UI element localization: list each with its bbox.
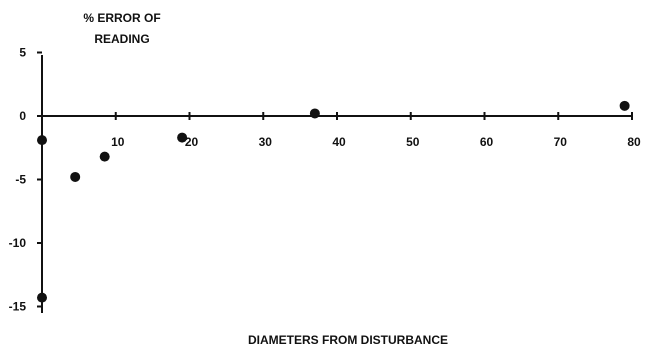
x-tick-label: 50 <box>406 135 420 149</box>
data-point <box>619 100 630 111</box>
data-point <box>99 151 110 162</box>
x-tick-label: 60 <box>480 135 494 149</box>
data-point <box>37 135 47 146</box>
x-tick-label: 80 <box>627 135 641 149</box>
x-tick-label: 10 <box>111 135 125 149</box>
x-axis-title: DIAMETERS FROM DISTURBANCE <box>248 333 448 347</box>
y-axis-ticks: 5 0 -5 -10 -15 <box>9 46 42 314</box>
y-tick-label: 0 <box>19 109 26 123</box>
y-axis-title-line-2: READING <box>94 32 149 46</box>
x-tick-label: 20 <box>185 135 199 149</box>
x-tick-label: 70 <box>554 135 568 149</box>
x-tick-label: 40 <box>332 135 346 149</box>
y-tick-label: -5 <box>15 173 26 187</box>
y-tick-label: -15 <box>9 300 27 314</box>
data-points <box>37 100 630 303</box>
y-tick-label: 5 <box>19 46 26 60</box>
y-tick-label: -10 <box>9 236 27 250</box>
data-point <box>37 292 47 303</box>
x-tick-label: 30 <box>259 135 273 149</box>
data-point <box>309 108 320 119</box>
x-axis-ticks: 10 20 30 40 50 60 70 80 <box>111 112 641 149</box>
data-point <box>70 171 81 182</box>
data-point <box>177 132 188 143</box>
y-axis-title-line-1: % ERROR OF <box>83 11 160 25</box>
